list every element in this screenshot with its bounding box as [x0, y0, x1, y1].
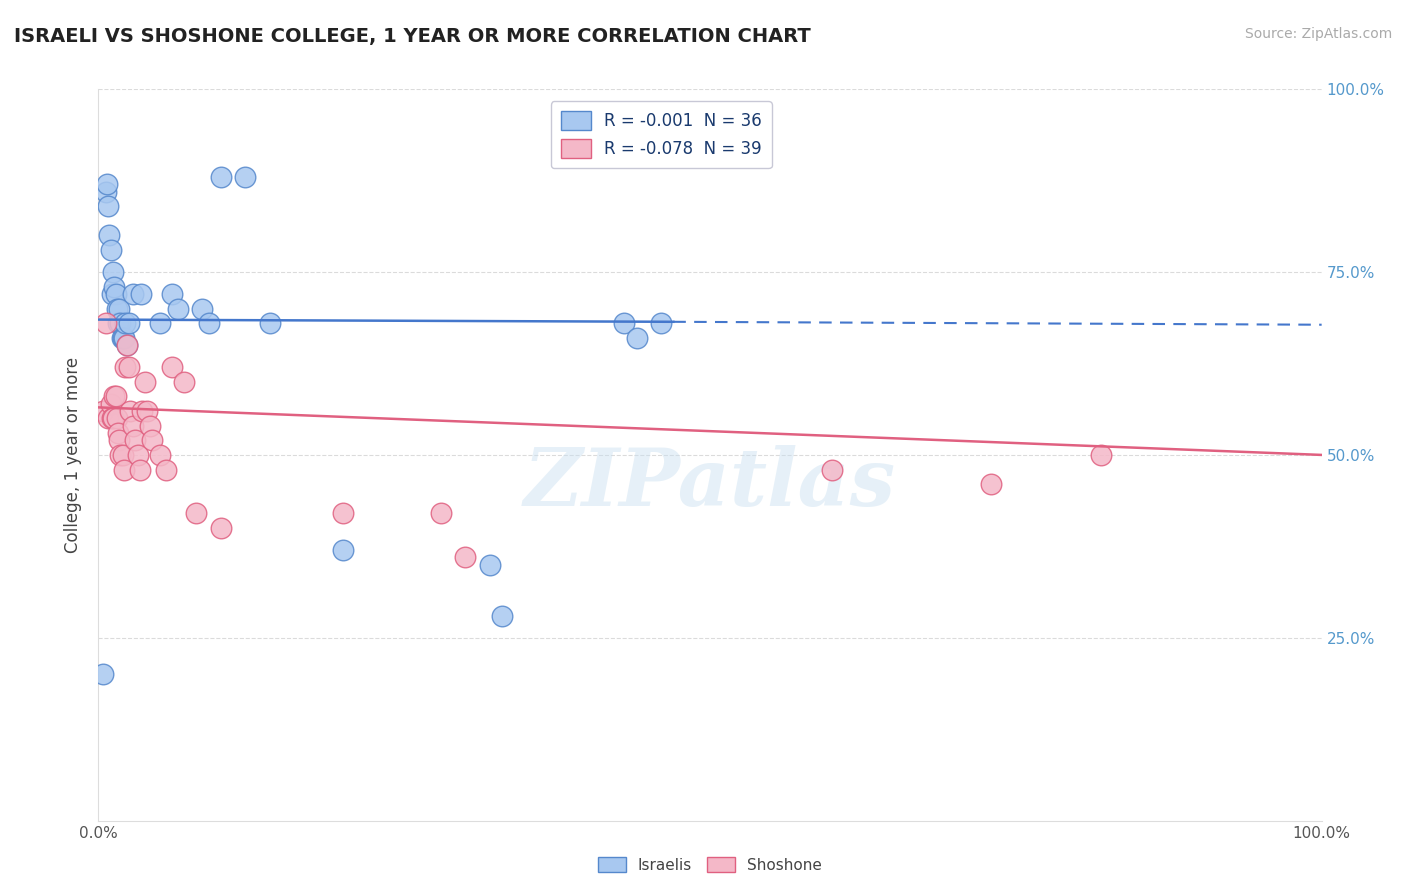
Point: [108, 301, 131, 316]
Point: [980, 477, 1002, 491]
Point: [129, 462, 152, 476]
Point: [111, 331, 134, 345]
Point: [114, 316, 136, 330]
Point: [136, 404, 159, 418]
Text: ZIPatlas: ZIPatlas: [524, 445, 896, 523]
Point: [160, 287, 183, 301]
Point: [107, 425, 129, 440]
Point: [821, 462, 844, 476]
Point: [1090, 448, 1112, 462]
Point: [141, 434, 163, 448]
Point: [96, 178, 118, 192]
Point: [110, 448, 132, 462]
Point: [115, 338, 138, 352]
Point: [100, 397, 122, 411]
Point: [97, 411, 120, 425]
Point: [650, 316, 672, 330]
Point: [121, 287, 143, 301]
Point: [209, 169, 232, 184]
Point: [94, 185, 117, 199]
Point: [149, 448, 172, 462]
Point: [111, 448, 134, 462]
Point: [626, 331, 648, 345]
Point: [259, 316, 281, 330]
Point: [101, 265, 124, 279]
Point: [186, 507, 208, 521]
Point: [104, 389, 127, 403]
Point: [112, 331, 135, 345]
Point: [478, 558, 501, 572]
Point: [114, 360, 136, 375]
Point: [233, 169, 256, 184]
Point: [97, 199, 120, 213]
Point: [103, 389, 125, 403]
Point: [209, 521, 232, 535]
Point: [120, 404, 142, 418]
Point: [160, 360, 183, 375]
Point: [155, 462, 177, 476]
Point: [332, 507, 354, 521]
Point: [101, 411, 124, 425]
Point: [115, 338, 138, 352]
Point: [149, 316, 172, 330]
Point: [105, 301, 128, 316]
Point: [173, 375, 195, 389]
Y-axis label: College, 1 year or more: College, 1 year or more: [65, 357, 83, 553]
Point: [91, 667, 114, 681]
Point: [91, 404, 114, 418]
Point: [118, 360, 141, 375]
Point: [108, 434, 131, 448]
Point: [121, 418, 143, 433]
Point: [127, 448, 149, 462]
Point: [430, 507, 453, 521]
Point: [131, 404, 153, 418]
Text: ISRAELI VS SHOSHONE COLLEGE, 1 YEAR OR MORE CORRELATION CHART: ISRAELI VS SHOSHONE COLLEGE, 1 YEAR OR M…: [14, 27, 811, 45]
Point: [197, 316, 219, 330]
Point: [124, 434, 146, 448]
Point: [139, 418, 162, 433]
Point: [454, 550, 477, 565]
Text: Source: ZipAtlas.com: Source: ZipAtlas.com: [1244, 27, 1392, 41]
Legend: Israelis, Shoshone: Israelis, Shoshone: [592, 851, 828, 879]
Point: [107, 316, 129, 330]
Point: [118, 316, 141, 330]
Point: [101, 287, 124, 301]
Point: [103, 279, 125, 293]
Point: [104, 287, 127, 301]
Point: [491, 608, 513, 623]
Point: [332, 543, 354, 558]
Point: [94, 316, 117, 330]
Point: [613, 316, 636, 330]
Point: [191, 301, 214, 316]
Point: [110, 316, 132, 330]
Point: [134, 375, 156, 389]
Point: [101, 411, 124, 425]
Point: [100, 243, 122, 257]
Point: [105, 411, 128, 425]
Point: [111, 331, 134, 345]
Point: [98, 228, 121, 243]
Point: [167, 301, 190, 316]
Point: [129, 287, 152, 301]
Point: [112, 462, 135, 476]
